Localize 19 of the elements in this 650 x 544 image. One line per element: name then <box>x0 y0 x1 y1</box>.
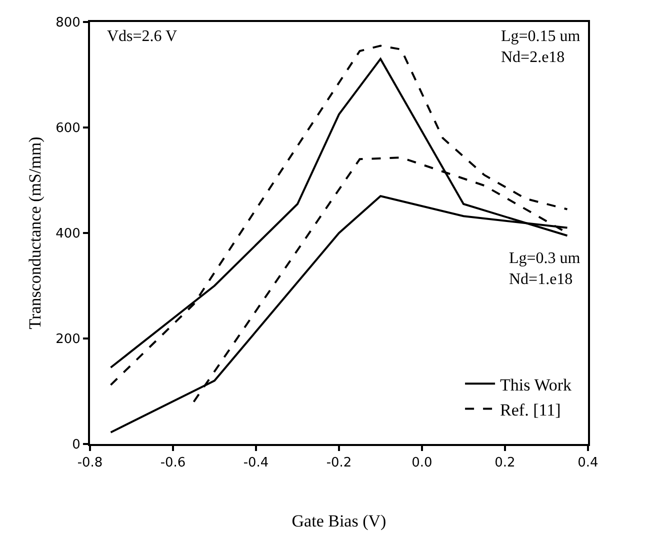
x-tick-label: -0.6 <box>160 456 186 471</box>
annotation: Vds=2.6 V <box>107 28 178 45</box>
x-tick-label: 0.4 <box>578 456 598 471</box>
y-tick-label: 800 <box>56 16 80 31</box>
y-tick-label: 200 <box>56 332 80 348</box>
y-tick-label: 0 <box>72 438 80 453</box>
y-tick-label: 600 <box>56 121 80 136</box>
annotation: Lg=0.3 um Nd=1.e18 <box>509 250 581 288</box>
x-tick-label: -0.4 <box>243 456 269 471</box>
x-tick-label: 0.0 <box>412 456 432 471</box>
x-tick-label: 0.2 <box>494 456 516 471</box>
legend-label: Ref. [11] <box>500 400 561 420</box>
x-tick-label: -0.8 <box>77 456 103 471</box>
annotation: Lg=0.15 um Nd=2.e18 <box>501 28 581 66</box>
legend-label: This Work <box>500 375 572 394</box>
y-axis-title: Transconductance (mS/mm) <box>26 136 45 330</box>
y-tick-label: 400 <box>56 226 80 242</box>
x-tick-label: -0.2 <box>326 456 352 471</box>
x-axis-title: Gate Bias (V) <box>292 512 386 530</box>
